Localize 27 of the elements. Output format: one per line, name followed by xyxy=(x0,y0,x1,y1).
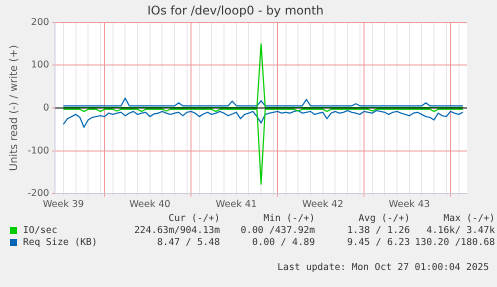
y-tick-label: -100 xyxy=(28,145,50,156)
legend-label: Req Size (KB) xyxy=(22,237,98,248)
text: 0.00 /437.92m xyxy=(240,225,315,236)
y-tick-label: 100 xyxy=(31,60,50,71)
text: 130.20 /180.68 xyxy=(414,237,495,248)
text: 9.45 / 6.23 xyxy=(346,237,410,248)
text: 4.16k/ 3.47k xyxy=(425,225,495,236)
text: Min (-/+) xyxy=(262,213,315,224)
chart-title: IOs for /dev/loop0 - by month xyxy=(147,3,324,18)
legend-label: IO/sec xyxy=(22,225,58,236)
text: Cur (-/+) xyxy=(168,213,220,224)
y-axis-title: Units read (-) / write (+) xyxy=(8,44,20,172)
text: 8.47 / 5.48 xyxy=(156,237,220,248)
x-tick-label: Week 43 xyxy=(388,198,430,210)
text: 1.38 / 1.26 xyxy=(346,225,410,236)
text: 224.63m/904.13m xyxy=(133,225,220,236)
x-tick-label: Week 40 xyxy=(129,198,170,210)
x-tick-label: Week 39 xyxy=(42,198,84,210)
y-tick-label: 200 xyxy=(31,16,50,28)
text: Avg (-/+) xyxy=(358,213,410,224)
x-tick-label: Week 42 xyxy=(302,198,344,210)
y-tick-label: 0 xyxy=(43,102,50,114)
x-tick-label: Week 41 xyxy=(216,198,257,210)
y-tick-label: -200 xyxy=(28,188,50,200)
text: 0.00 / 4.89 xyxy=(251,237,315,248)
text: Last update: Mon Oct 27 01:00:04 2025 xyxy=(277,262,489,273)
text: Max (-/+) xyxy=(442,213,495,224)
